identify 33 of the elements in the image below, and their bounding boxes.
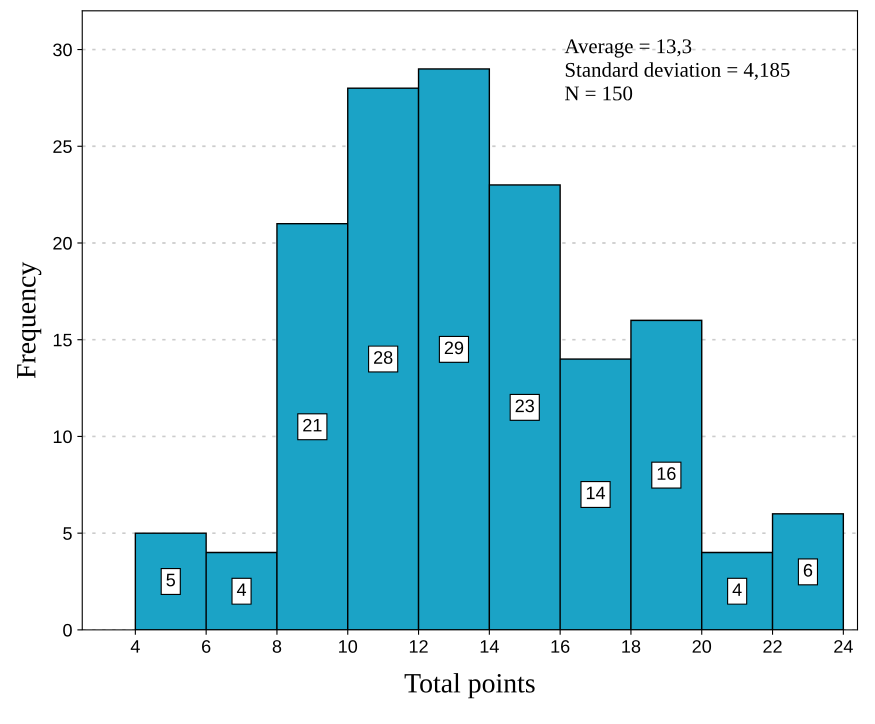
x-tick-label: 14 (480, 640, 499, 653)
x-tick-label: 8 (272, 640, 282, 653)
x-tick-label: 10 (339, 640, 358, 653)
data-label: 14 (586, 486, 606, 500)
y-tick-label: 30 (53, 43, 72, 56)
data-label: 28 (374, 351, 392, 364)
x-tick-label: 24 (834, 640, 853, 653)
x-tick-label: 12 (410, 640, 428, 653)
x-axis-title: Total points (404, 673, 535, 698)
x-tick-label: 18 (622, 640, 640, 653)
x-tick-label: 22 (763, 640, 782, 653)
y-tick-label: 15 (54, 334, 72, 346)
data-label: 16 (658, 467, 676, 480)
data-label: 23 (516, 399, 534, 412)
x-tick-label: 6 (202, 640, 210, 653)
x-tick-label: 4 (130, 640, 140, 653)
data-label: 4 (732, 583, 742, 596)
data-label: 4 (236, 583, 246, 596)
annotation: Average = 13,3 (564, 39, 692, 58)
annotation: N = 150 (565, 86, 632, 100)
x-tick-label: 20 (692, 640, 712, 653)
y-tick-label: 5 (63, 527, 72, 540)
data-label: 6 (804, 564, 812, 577)
y-axis-title: Frequency (17, 262, 42, 378)
data-label: 21 (303, 418, 322, 432)
annotation: Standard deviation = 4,185 (566, 62, 790, 80)
y-tick-label: 10 (54, 430, 72, 444)
data-label: 5 (166, 574, 176, 586)
y-tick-label: 20 (53, 236, 72, 250)
x-tick-label: 16 (551, 640, 570, 653)
data-label: 29 (444, 341, 464, 354)
y-tick-label: 25 (53, 140, 72, 153)
y-tick-label: 0 (63, 624, 72, 637)
